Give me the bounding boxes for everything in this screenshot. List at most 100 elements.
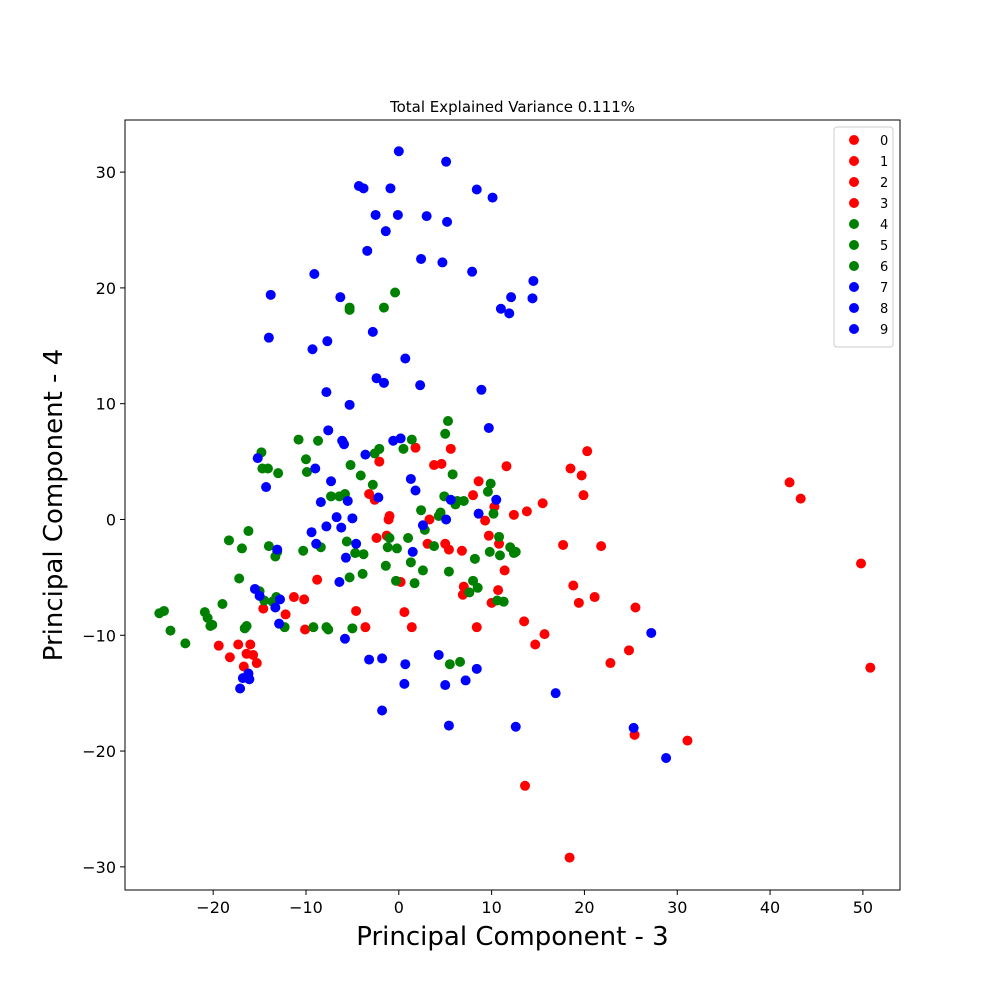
point-series-3-47 — [499, 565, 510, 576]
x-tick-label: 10 — [481, 898, 501, 917]
point-series-9-73 — [460, 675, 471, 686]
point-series-9-31 — [340, 552, 351, 563]
point-series-3-12 — [300, 624, 311, 635]
point-series-9-38 — [358, 183, 369, 194]
point-series-9-76 — [471, 663, 482, 674]
point-series-3-23 — [384, 511, 395, 521]
point-series-6-20 — [263, 541, 274, 552]
point-series-9-91 — [661, 753, 672, 763]
point-series-9-34 — [344, 399, 355, 410]
point-series-6-87 — [498, 596, 509, 607]
legend-label-7: 7 — [880, 281, 888, 296]
point-series-9-14 — [306, 527, 317, 538]
y-tick-label: 10 — [96, 395, 116, 414]
point-series-3-72 — [795, 493, 806, 504]
point-series-3-51 — [521, 506, 532, 517]
point-series-9-50 — [385, 183, 396, 194]
point-series-9-81 — [491, 494, 502, 505]
point-series-3-73 — [856, 558, 867, 569]
point-series-9-9 — [265, 289, 276, 300]
point-series-9-78 — [476, 384, 487, 395]
point-series-9-32 — [339, 633, 350, 644]
point-series-3-61 — [582, 446, 593, 457]
point-series-6-46 — [358, 549, 369, 560]
point-series-9-33 — [342, 495, 353, 506]
points-layer — [154, 146, 876, 863]
point-series-9-74 — [467, 266, 478, 277]
point-series-9-15 — [307, 344, 318, 355]
point-series-6-19 — [262, 463, 273, 474]
point-series-6-75 — [455, 656, 466, 667]
point-series-9-85 — [510, 721, 521, 732]
point-series-9-62 — [416, 253, 427, 264]
point-series-9-18 — [311, 538, 322, 549]
point-series-9-26 — [334, 577, 345, 587]
x-axis: −20 −10 0 10 20 30 40 50 — [196, 890, 873, 917]
point-series-6-2 — [165, 625, 176, 636]
point-series-9-60 — [410, 485, 421, 496]
point-series-3-19 — [371, 533, 382, 543]
point-series-6-86 — [494, 550, 505, 561]
point-series-9-28 — [336, 522, 347, 533]
point-series-6-76 — [464, 587, 475, 598]
point-series-3-2 — [233, 639, 244, 650]
point-series-6-14 — [243, 526, 254, 537]
point-series-6-1 — [158, 605, 169, 616]
legend-marker-0 — [849, 135, 859, 145]
point-series-9-16 — [309, 269, 320, 279]
point-series-3-39 — [471, 622, 482, 633]
point-series-9-11 — [272, 544, 283, 555]
point-series-9-57 — [400, 353, 411, 364]
point-series-3-6 — [248, 649, 259, 660]
point-series-9-7 — [261, 482, 272, 493]
point-series-6-83 — [488, 508, 499, 519]
point-series-6-39 — [344, 302, 355, 313]
point-series-9-56 — [400, 659, 411, 670]
point-series-9-55 — [399, 678, 410, 689]
point-series-9-41 — [364, 654, 375, 665]
point-series-9-42 — [367, 326, 378, 337]
point-series-6-54 — [390, 287, 401, 298]
point-series-3-33 — [443, 544, 454, 555]
point-series-6-30 — [301, 467, 312, 477]
point-series-6-44 — [355, 470, 366, 481]
point-series-6-79 — [472, 582, 483, 593]
point-series-6-82 — [485, 478, 496, 489]
x-tick-label: 50 — [853, 898, 873, 917]
y-tick-label: 20 — [96, 279, 116, 298]
point-series-6-80 — [482, 486, 493, 497]
point-series-6-63 — [417, 565, 428, 576]
point-series-6-10 — [234, 573, 245, 584]
point-series-3-9 — [280, 609, 291, 620]
legend-marker-6 — [849, 261, 859, 271]
point-series-3-52 — [530, 639, 541, 650]
point-series-6-69 — [440, 428, 451, 439]
point-series-6-7 — [207, 619, 218, 630]
y-tick-label: 0 — [106, 510, 116, 529]
point-series-6-43 — [347, 623, 358, 634]
point-series-3-68 — [682, 735, 693, 746]
point-series-9-87 — [528, 275, 539, 286]
point-series-6-53 — [384, 533, 395, 543]
legend-label-1: 1 — [880, 155, 888, 170]
point-series-6-25 — [273, 468, 284, 479]
point-series-9-70 — [441, 514, 452, 525]
point-series-6-28 — [298, 545, 309, 556]
legend-frame — [833, 126, 894, 348]
point-series-3-49 — [508, 509, 519, 520]
point-series-3-7 — [251, 658, 262, 669]
point-series-3-63 — [596, 541, 607, 552]
point-series-6-49 — [374, 443, 385, 454]
point-series-3-42 — [483, 530, 494, 541]
point-series-3-74 — [865, 662, 876, 673]
y-tick-label: −20 — [82, 742, 116, 761]
point-series-9-63 — [417, 520, 428, 531]
point-series-6-92 — [458, 495, 469, 506]
point-series-9-45 — [373, 492, 384, 503]
point-series-9-90 — [646, 627, 657, 638]
point-series-6-60 — [406, 434, 417, 445]
point-series-9-83 — [504, 308, 515, 319]
point-series-9-40 — [362, 245, 373, 256]
y-tick-label: 30 — [96, 163, 116, 182]
point-series-9-46 — [377, 653, 388, 664]
